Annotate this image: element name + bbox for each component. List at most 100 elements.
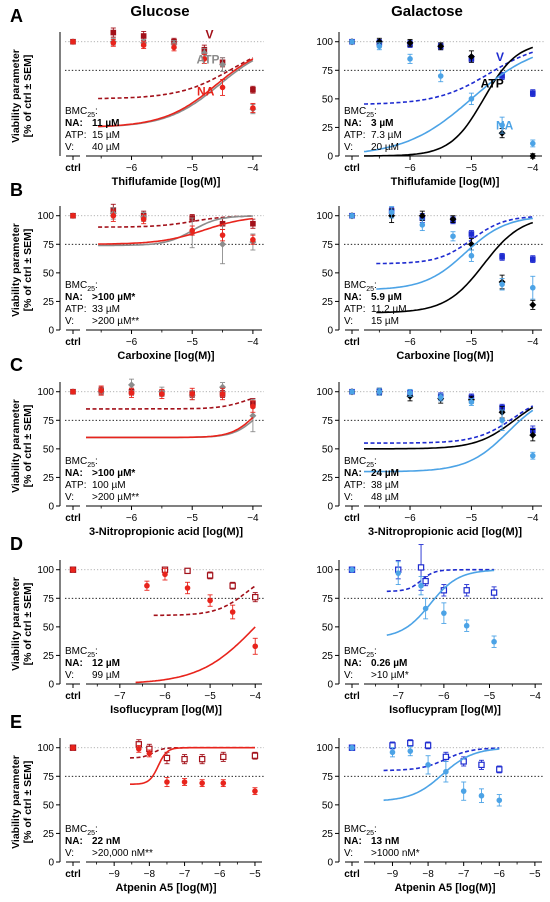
bmc-value: 22 nM xyxy=(92,836,120,847)
bmc-value: 33 µM xyxy=(92,304,120,315)
y-tick-label: 75 xyxy=(322,772,334,783)
panel-letter-a: A xyxy=(10,6,23,26)
y-tick-label: 0 xyxy=(327,326,333,337)
x-tick-label: −6 xyxy=(404,163,416,174)
bmc-key: ATP: xyxy=(344,304,365,315)
data-point xyxy=(251,752,259,759)
y-axis-title: Viability parameter xyxy=(10,755,22,849)
x-axis-title: 3-Nitropropionic acid [log(M)] xyxy=(368,526,522,538)
data-point xyxy=(128,390,135,396)
data-point xyxy=(395,570,402,576)
ctrl-point xyxy=(349,212,355,219)
data-point xyxy=(478,792,485,799)
series-na xyxy=(349,38,536,153)
x-tick-label: −6 xyxy=(126,513,138,524)
y-tick-label: 50 xyxy=(43,622,55,633)
data-point xyxy=(529,90,536,96)
bmc-value: >100 µM* xyxy=(92,468,135,479)
x-tick-label: −5 xyxy=(187,513,199,524)
data-point xyxy=(463,587,470,594)
fit-curve-na xyxy=(376,217,533,290)
bmc-key: NA: xyxy=(344,658,362,669)
data-point xyxy=(189,391,196,397)
data-point xyxy=(181,779,188,785)
data-point xyxy=(499,281,505,288)
fit-curve-na xyxy=(363,56,534,153)
series-na xyxy=(70,385,256,439)
chart-B-galactose: 0 25 50 75 100 ctrl −6 −5 −4 Carboxine [log(M)] BM… xyxy=(316,206,544,362)
curve-label-na: NA xyxy=(496,119,514,133)
y-tick-label: 100 xyxy=(316,565,333,576)
data-point xyxy=(496,766,503,773)
fit-curve-na xyxy=(130,746,255,785)
plots-layer: ctrl −6 −5 −4 Thiflufamide [log(M)] Viability… xyxy=(10,27,544,894)
x-axis-title: Atpenin A5 [log(M)] xyxy=(115,882,216,894)
x-tick-label: −4 xyxy=(247,337,259,348)
ctrl-tick-label: ctrl xyxy=(344,513,360,524)
data-point xyxy=(184,567,191,575)
y-tick-label: 25 xyxy=(43,297,55,308)
bmc-key: NA: xyxy=(344,292,362,303)
bmc-key: V: xyxy=(344,316,353,327)
data-point xyxy=(468,399,475,405)
ctrl-tick-label: ctrl xyxy=(65,337,81,348)
ctrl-point xyxy=(70,744,76,751)
x-tick-label: −7 xyxy=(114,691,126,702)
bmc-value: 7.3 µM xyxy=(371,130,402,141)
data-point xyxy=(422,577,429,585)
y-tick-label: 75 xyxy=(43,594,55,605)
x-tick-label: −4 xyxy=(250,691,262,702)
data-point xyxy=(229,582,236,589)
data-point xyxy=(441,610,447,616)
fit-curve-v xyxy=(364,51,534,105)
x-tick-label: −5 xyxy=(484,691,496,702)
data-point xyxy=(181,755,188,763)
bmc-heading: BMC25: xyxy=(344,824,377,837)
x-tick-label: −5 xyxy=(466,513,478,524)
data-point xyxy=(110,29,117,36)
bmc-key: NA: xyxy=(344,118,362,129)
data-point xyxy=(499,73,505,79)
chart-D-galactose: 0 25 50 75 100 ctrl −7 −6 −5 −4 Isoflucypram [log(… xyxy=(316,544,544,716)
data-point xyxy=(529,301,537,309)
bmc-heading: BMC25: xyxy=(344,280,377,293)
y-tick-label: 50 xyxy=(322,444,334,455)
data-point xyxy=(491,638,497,645)
data-point xyxy=(110,40,117,46)
ctrl-point xyxy=(349,744,355,751)
data-point xyxy=(437,394,444,401)
bmc-value: 15 µM xyxy=(92,130,120,141)
data-point xyxy=(468,96,475,102)
data-point xyxy=(407,739,414,747)
data-point xyxy=(219,61,227,69)
y-tick-label: 100 xyxy=(37,211,54,222)
data-point xyxy=(376,388,383,395)
x-tick-label: −5 xyxy=(204,691,216,702)
y-tick-label: 100 xyxy=(316,743,333,754)
data-point xyxy=(417,564,425,571)
bmc-key: ATP: xyxy=(65,130,86,141)
series-v xyxy=(348,739,503,774)
ctrl-tick-label: ctrl xyxy=(65,869,81,880)
series-na xyxy=(70,744,258,796)
data-point xyxy=(460,788,467,794)
x-tick-label: −6 xyxy=(126,337,138,348)
bmc-value: 11.2 µM xyxy=(371,304,407,315)
x-tick-label: −8 xyxy=(144,869,156,880)
chart-C-galactose: 0 25 50 75 100 ctrl −6 −5 −4 3-Nitropropionic aci… xyxy=(316,382,544,538)
bmc-key: ATP: xyxy=(65,480,86,491)
data-point xyxy=(140,33,147,39)
bmc-value: 12 µM xyxy=(92,658,120,669)
y-axis-title: Viability parameter xyxy=(10,577,22,671)
x-tick-label: −5 xyxy=(466,337,478,348)
y-axis-title: [% of ctrl ± SEM] xyxy=(22,55,34,138)
y-tick-label: 75 xyxy=(43,416,55,427)
fit-curve-atp xyxy=(364,406,534,450)
series-na xyxy=(70,209,256,245)
data-point xyxy=(443,768,449,775)
fit-curve-na xyxy=(383,748,500,802)
bmc-value: 20 µM xyxy=(371,142,399,153)
bmc-key: V: xyxy=(344,142,353,153)
data-point xyxy=(146,750,153,757)
data-point xyxy=(164,779,170,785)
